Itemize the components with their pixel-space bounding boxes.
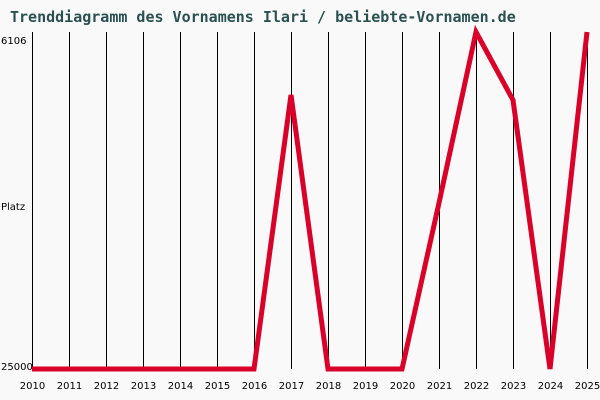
x-tick-2015: 2015 <box>204 381 231 392</box>
x-tick-2013: 2013 <box>130 381 157 392</box>
y-axis-top-label: 6106 <box>1 36 27 47</box>
x-tick-2016: 2016 <box>241 381 268 392</box>
x-tick-2023: 2023 <box>500 381 527 392</box>
trend-line <box>32 24 590 372</box>
y-axis-title: Platz <box>1 202 26 213</box>
x-tick-2024: 2024 <box>537 381 564 392</box>
x-tick-2025: 2025 <box>574 381 600 392</box>
x-tick-2014: 2014 <box>167 381 194 392</box>
x-tick-2010: 2010 <box>19 381 46 392</box>
x-tick-2011: 2011 <box>56 381 83 392</box>
x-tick-2021: 2021 <box>426 381 453 392</box>
grid-lines <box>32 32 588 369</box>
chart-title: Trenddiagramm des Vornamens Ilari / beli… <box>10 8 516 26</box>
x-tick-2022: 2022 <box>463 381 490 392</box>
x-tick-2012: 2012 <box>93 381 120 392</box>
x-tick-2019: 2019 <box>352 381 379 392</box>
x-tick-2020: 2020 <box>389 381 416 392</box>
x-tick-2018: 2018 <box>315 381 342 392</box>
y-axis-bottom-label: 25000 <box>1 362 33 373</box>
x-tick-2017: 2017 <box>278 381 305 392</box>
